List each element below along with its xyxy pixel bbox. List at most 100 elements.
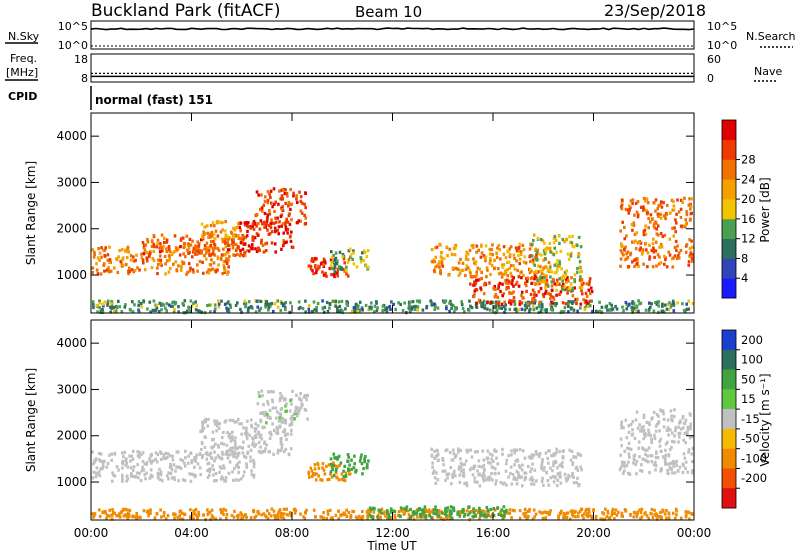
power-cell bbox=[512, 253, 516, 257]
power-cell bbox=[158, 310, 161, 314]
velocity-cell bbox=[172, 476, 176, 480]
power-cell bbox=[256, 305, 259, 309]
power-cell bbox=[216, 234, 220, 238]
power-cell bbox=[508, 291, 511, 295]
power-cell bbox=[656, 212, 660, 217]
velocity-cell bbox=[101, 510, 105, 514]
velocity-ylabel: Slant Range [km] bbox=[24, 368, 38, 472]
velocity-cell bbox=[124, 458, 128, 462]
velocity-cell bbox=[647, 428, 650, 432]
velocity-cell bbox=[664, 462, 667, 466]
velocity-cell bbox=[156, 471, 160, 475]
velocity-cell bbox=[651, 416, 654, 420]
power-cell bbox=[549, 302, 552, 306]
velocity-cell bbox=[620, 426, 623, 430]
velocity-cell bbox=[434, 455, 438, 459]
velocity-cell bbox=[540, 465, 543, 469]
velocity-cell bbox=[250, 469, 253, 473]
power-cell bbox=[448, 309, 451, 313]
velocity-cell bbox=[366, 515, 370, 519]
velocity-cell bbox=[585, 508, 588, 512]
velocity-cell bbox=[436, 452, 440, 457]
velocity-cell bbox=[361, 472, 364, 476]
velocity-cell bbox=[259, 418, 262, 422]
power-cell bbox=[266, 228, 269, 232]
power-cell bbox=[143, 248, 147, 252]
power-cell bbox=[140, 305, 143, 309]
power-cell bbox=[269, 226, 273, 230]
velocity-cell bbox=[433, 456, 436, 460]
power-cell bbox=[331, 299, 335, 303]
velocity-cell bbox=[174, 469, 177, 473]
power-cell bbox=[443, 299, 446, 303]
power-cell bbox=[558, 259, 561, 263]
velocity-cell bbox=[233, 440, 237, 444]
power-cell bbox=[619, 205, 623, 209]
velocity-cell bbox=[479, 514, 482, 518]
velocity-colorbar-swatch bbox=[722, 448, 736, 469]
velocity-cell bbox=[354, 515, 358, 519]
power-cell bbox=[663, 254, 666, 258]
power-cell bbox=[339, 308, 343, 312]
velocity-cell bbox=[158, 477, 162, 482]
power-cell bbox=[238, 226, 241, 230]
velocity-cell bbox=[360, 516, 363, 520]
velocity-cell bbox=[636, 510, 639, 514]
velocity-cell bbox=[145, 471, 148, 475]
velocity-cell bbox=[602, 512, 606, 516]
velocity-cell bbox=[111, 479, 114, 483]
velocity-cell bbox=[164, 517, 168, 521]
velocity-cell bbox=[563, 472, 567, 476]
velocity-cell bbox=[238, 460, 241, 464]
power-cell bbox=[659, 232, 663, 236]
velocity-cell bbox=[668, 448, 672, 452]
power-cell bbox=[342, 257, 346, 261]
velocity-cell bbox=[122, 455, 125, 459]
velocity-cell bbox=[189, 508, 192, 512]
power-cell bbox=[92, 305, 95, 310]
velocity-cell bbox=[576, 476, 579, 480]
velocity-cell bbox=[655, 412, 659, 417]
power-cell bbox=[562, 276, 565, 280]
power-cell bbox=[533, 301, 536, 305]
power-cell bbox=[226, 234, 229, 239]
velocity-cell bbox=[215, 419, 219, 423]
power-cell bbox=[227, 251, 230, 255]
power-cell bbox=[452, 246, 456, 251]
velocity-cell bbox=[353, 462, 356, 466]
velocity-cell bbox=[298, 396, 301, 400]
velocity-cell bbox=[662, 412, 665, 416]
velocity-cell bbox=[220, 435, 224, 440]
power-cell bbox=[504, 307, 507, 311]
power-cell bbox=[96, 256, 100, 260]
velocity-cell bbox=[430, 515, 433, 519]
velocity-cell bbox=[115, 465, 119, 469]
velocity-cell bbox=[371, 516, 375, 520]
power-cell bbox=[480, 251, 484, 255]
power-cell bbox=[264, 225, 268, 229]
power-cell bbox=[333, 258, 337, 262]
power-cell bbox=[109, 310, 112, 314]
power-cell bbox=[141, 241, 145, 245]
power-cell bbox=[515, 280, 519, 284]
power-cell bbox=[290, 230, 293, 234]
power-cell bbox=[584, 291, 588, 295]
velocity-cell bbox=[640, 507, 644, 511]
velocity-cell bbox=[141, 451, 145, 455]
velocity-cell bbox=[639, 510, 643, 515]
velocity-cell bbox=[330, 475, 334, 479]
velocity-cell bbox=[224, 452, 227, 456]
power-cell bbox=[187, 251, 190, 255]
power-cell bbox=[548, 247, 552, 251]
power-cell bbox=[461, 261, 465, 265]
power-cell bbox=[579, 302, 583, 306]
power-cell bbox=[441, 264, 445, 268]
power-cell bbox=[140, 252, 143, 256]
power-cell bbox=[652, 309, 656, 313]
power-cell bbox=[563, 271, 567, 275]
velocity-cell bbox=[92, 514, 96, 518]
velocity-cell bbox=[149, 454, 153, 458]
power-cell bbox=[211, 267, 214, 271]
power-cell bbox=[579, 275, 582, 279]
power-cell bbox=[247, 244, 251, 248]
